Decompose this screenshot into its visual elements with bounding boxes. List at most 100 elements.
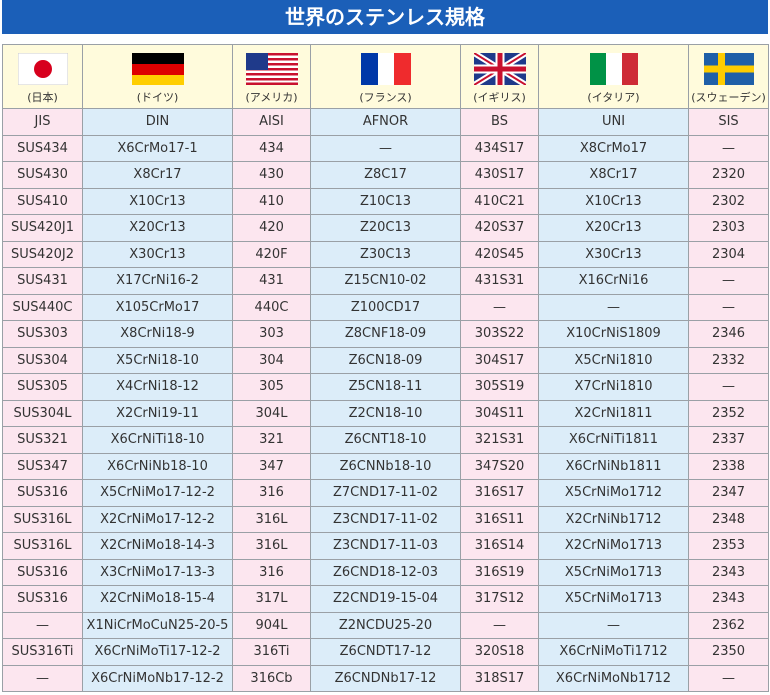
table-cell: —	[538, 611, 689, 639]
table-row: SUS430 X8Cr17 430 Z8C17 430S17 X8Cr17 2320	[2, 161, 769, 189]
table-cell: 440C	[232, 293, 311, 321]
table-cell: 420S37	[460, 214, 539, 242]
table-row: SUS440C X105CrMo17 440C Z100CD17— — —	[2, 293, 769, 321]
table-cell: SUS316	[2, 558, 83, 586]
column-header: AISI	[232, 108, 311, 136]
table-cell: 316L	[232, 505, 311, 533]
table-body: SUS434 X6CrMo17-1 434—434S17 X8CrMo17— SUS43…	[2, 134, 769, 692]
column-header: UNI	[538, 108, 689, 136]
table-cell: 2346	[688, 320, 769, 348]
table-cell: Z5CN18-11	[310, 373, 461, 401]
standards-table: (日本) (ドイツ) (アメリカ) (フランス) (イギリス) (イタリア) (…	[2, 44, 769, 692]
table-cell: SUS304	[2, 346, 83, 374]
table-cell: X10Cr13	[538, 187, 689, 215]
table-row: SUS420J1 X20Cr13 420 Z20C13 420S37 X20Cr13 230…	[2, 214, 769, 242]
table-cell: X6CrNiMoNb1712	[538, 664, 689, 692]
table-cell: 410C21	[460, 187, 539, 215]
table-cell: 304L	[232, 399, 311, 427]
country-name: (イギリス)	[473, 91, 526, 104]
table-cell: Z6CNDT17-12	[310, 638, 461, 666]
table-cell: —	[460, 611, 539, 639]
table-cell: SUS305	[2, 373, 83, 401]
table-row: — X6CrNiMoNb17-12-2 316Cb Z6CNDNb17-12 318S1…	[2, 664, 769, 692]
table-cell: 2332	[688, 346, 769, 374]
table-cell: 316	[232, 558, 311, 586]
table-cell: —	[460, 293, 539, 321]
column-header: AFNOR	[310, 108, 461, 136]
table-cell: Z10C13	[310, 187, 461, 215]
table-row: SUS316L X2CrNiMo18-14-3 316L Z3CND17-11-03 3…	[2, 532, 769, 560]
table-cell: 430S17	[460, 161, 539, 189]
table-cell: 2303	[688, 214, 769, 242]
table-cell: —	[688, 664, 769, 692]
country-cell: (スウェーデン)	[688, 44, 769, 109]
table-cell: Z6CNNb18-10	[310, 452, 461, 480]
table-cell: SUS431	[2, 267, 83, 295]
country-cell: (日本)	[2, 44, 83, 109]
flag-italy	[589, 53, 638, 85]
table-cell: 904L	[232, 611, 311, 639]
table-cell: 316S14	[460, 532, 539, 560]
table-cell: SUS420J1	[2, 214, 83, 242]
table-cell: Z6CND18-12-03	[310, 558, 461, 586]
table-cell: X2CrNiMo18-15-4	[82, 585, 233, 613]
table-cell: X17CrNi16-2	[82, 267, 233, 295]
table-cell: Z6CN18-09	[310, 346, 461, 374]
table-cell: X2CrNiMo17-12-2	[82, 505, 233, 533]
table-cell: X2CrNi1811	[538, 399, 689, 427]
flag-row: (日本) (ドイツ) (アメリカ) (フランス) (イギリス) (イタリア) (…	[2, 44, 769, 109]
table-cell: 304S17	[460, 346, 539, 374]
country-name: (イタリア)	[587, 91, 640, 104]
table-cell: 410	[232, 187, 311, 215]
table-cell: X4CrNi18-12	[82, 373, 233, 401]
table-cell: 303S22	[460, 320, 539, 348]
table-row: — X1NiCrMoCuN25-20-5 904L Z2NCDU25-20— —2362	[2, 611, 769, 639]
flag-uk	[473, 53, 526, 85]
table-cell: X2CrNiMo18-14-3	[82, 532, 233, 560]
country-name: (日本)	[27, 91, 58, 104]
table-cell: SUS304L	[2, 399, 83, 427]
table-cell: 321S31	[460, 426, 539, 454]
table-cell: 2348	[688, 505, 769, 533]
table-cell: 347S20	[460, 452, 539, 480]
table-cell: Z7CND17-11-02	[310, 479, 461, 507]
table-row: SUS316 X5CrNiMo17-12-2 316 Z7CND17-11-02 316…	[2, 479, 769, 507]
table-cell: SUS316L	[2, 532, 83, 560]
table-cell: X7CrNi1810	[538, 373, 689, 401]
table-cell: X10CrNiS1809	[538, 320, 689, 348]
table-cell: SUS430	[2, 161, 83, 189]
table-cell: X20Cr13	[538, 214, 689, 242]
table-cell: —	[688, 373, 769, 401]
table-cell: 2338	[688, 452, 769, 480]
table-cell: —	[2, 664, 83, 692]
table-cell: 304	[232, 346, 311, 374]
table-cell: 2337	[688, 426, 769, 454]
flag-germany	[131, 53, 184, 85]
table-cell: 434	[232, 134, 311, 162]
table-row: SUS305 X4CrNi18-12 305 Z5CN18-11 305S19 X7CrN…	[2, 373, 769, 401]
table-row: SUS316 X3CrNiMo17-13-3 316 Z6CND18-12-03 316…	[2, 558, 769, 586]
table-cell: Z8C17	[310, 161, 461, 189]
country-name: (スウェーデン)	[691, 91, 766, 104]
country-cell: (フランス)	[310, 44, 461, 109]
country-name: (ドイツ)	[136, 91, 179, 104]
table-cell: —	[2, 611, 83, 639]
country-cell: (アメリカ)	[232, 44, 311, 109]
table-cell: 420S45	[460, 240, 539, 268]
flag-sweden	[703, 53, 754, 85]
table-cell: Z2CN18-10	[310, 399, 461, 427]
table-cell: X5CrNiMo1713	[538, 585, 689, 613]
table-cell: 2302	[688, 187, 769, 215]
table-row: SUS347 X6CrNiNb18-10 347 Z6CNNb18-10 347S20 X…	[2, 452, 769, 480]
table-cell: Z3CND17-11-02	[310, 505, 461, 533]
table-row: SUS304 X5CrNi18-10 304 Z6CN18-09 304S17 X5CrN…	[2, 346, 769, 374]
table-cell: Z2NCDU25-20	[310, 611, 461, 639]
column-header-row: JIS DIN AISI AFNOR BS UNI SIS	[2, 108, 769, 136]
table-cell: X30Cr13	[538, 240, 689, 268]
table-cell: 303	[232, 320, 311, 348]
table-cell: Z8CNF18-09	[310, 320, 461, 348]
table-cell: SUS316	[2, 479, 83, 507]
table-cell: X8Cr17	[538, 161, 689, 189]
table-cell: SUS434	[2, 134, 83, 162]
